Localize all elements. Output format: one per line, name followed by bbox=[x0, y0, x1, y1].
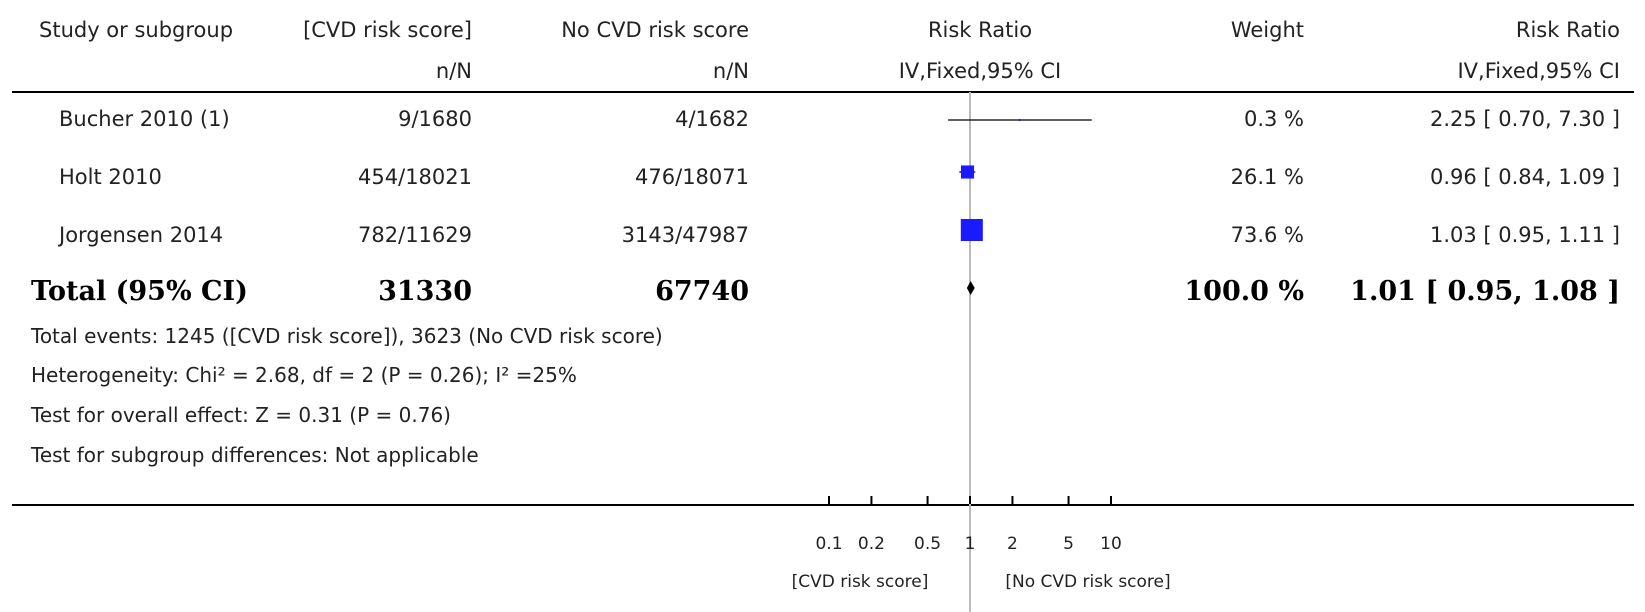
header-rr-text: Risk Ratio bbox=[1515, 18, 1620, 42]
axis-tick-label: 0.5 bbox=[914, 534, 941, 554]
study-group1: 454/18021 bbox=[358, 165, 472, 189]
study-name: Holt 2010 bbox=[59, 165, 162, 189]
header-rr-plot: Risk Ratio bbox=[927, 18, 1033, 42]
study-weight: 0.3 % bbox=[1243, 107, 1304, 131]
study-marker bbox=[1018, 119, 1021, 121]
footnote-subgroup: Test for subgroup differences: Not appli… bbox=[31, 443, 479, 467]
study-group1: 9/1680 bbox=[398, 107, 472, 131]
footnote-heterogeneity: Heterogeneity: Chi² = 2.68, df = 2 (P = … bbox=[31, 363, 577, 387]
footnote-events: Total events: 1245 ([CVD risk score]), 3… bbox=[31, 324, 663, 348]
header-group2-sub: n/N bbox=[712, 59, 749, 83]
axis-tick-label: 0.2 bbox=[858, 534, 885, 554]
header-rr-text-sub: IV,Fixed,95% CI bbox=[1457, 59, 1620, 83]
header-divider bbox=[12, 91, 1634, 93]
footnote-overall-effect: Test for overall effect: Z = 0.31 (P = 0… bbox=[31, 403, 451, 427]
axis-tick-label: 0.1 bbox=[815, 534, 842, 554]
pooled-diamond bbox=[966, 281, 975, 295]
axis-tick-label: 5 bbox=[1063, 534, 1074, 554]
study-weight: 26.1 % bbox=[1230, 165, 1304, 189]
total-weight: 100.0 % bbox=[1184, 276, 1304, 307]
study-group2: 3143/47987 bbox=[621, 223, 749, 247]
study-group1: 782/11629 bbox=[358, 223, 472, 247]
header-weight: Weight bbox=[1230, 18, 1304, 42]
study-marker bbox=[960, 165, 975, 179]
header-group1-sub: n/N bbox=[435, 59, 472, 83]
study-ci: 0.96 [ 0.84, 1.09 ] bbox=[1429, 165, 1620, 189]
study-name: Bucher 2010 (1) bbox=[59, 107, 230, 131]
study-marker bbox=[960, 219, 983, 241]
study-name: Jorgensen 2014 bbox=[59, 223, 224, 247]
axis-tick-label: 2 bbox=[1007, 534, 1018, 554]
study-group2: 476/18071 bbox=[635, 165, 749, 189]
favours-right-label: [No CVD risk score] bbox=[1005, 572, 1171, 592]
favours-left-label: [CVD risk score] bbox=[791, 572, 929, 592]
header-study: Study or subgroup bbox=[39, 18, 234, 42]
header-group1: [CVD risk score] bbox=[303, 18, 472, 42]
study-weight: 73.6 % bbox=[1230, 223, 1304, 247]
study-group2: 4/1682 bbox=[675, 107, 749, 131]
total-group2: 67740 bbox=[655, 276, 749, 307]
axis-tick-label: 10 bbox=[1100, 534, 1122, 554]
axis-divider bbox=[12, 504, 1634, 506]
header-group2: No CVD risk score bbox=[561, 18, 749, 42]
header-rr-plot-sub: IV,Fixed,95% CI bbox=[898, 59, 1062, 83]
axis-tick-label: 1 bbox=[965, 534, 976, 554]
study-ci: 2.25 [ 0.70, 7.30 ] bbox=[1429, 107, 1620, 131]
total-label: Total (95% CI) bbox=[31, 276, 248, 307]
study-ci: 1.03 [ 0.95, 1.11 ] bbox=[1429, 223, 1620, 247]
total-ci: 1.01 [ 0.95, 1.08 ] bbox=[1350, 276, 1620, 307]
total-group1: 31330 bbox=[378, 276, 472, 307]
